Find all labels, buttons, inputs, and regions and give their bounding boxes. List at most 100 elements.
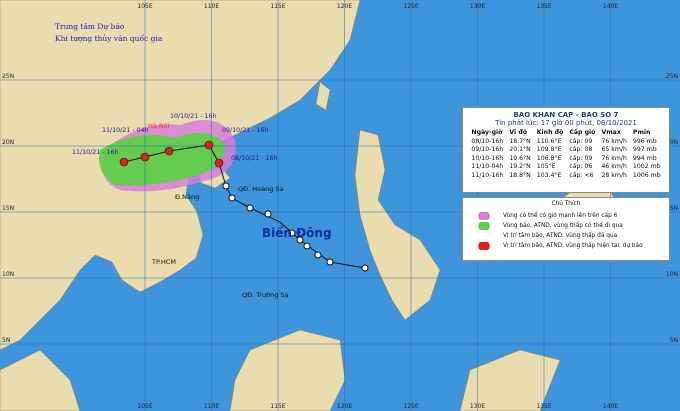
past-position <box>326 258 334 266</box>
lon-label: 140E <box>603 403 618 410</box>
lon-label: 115E <box>270 403 285 410</box>
legend-text: Vùng có thể có gió mạnh lên trên cấp 6 <box>503 213 618 219</box>
track-label: 08/10/21 - 16h <box>231 155 278 162</box>
table-cell: 20.1°N <box>509 146 531 153</box>
legend-text: Vị trí tâm bão, ATND, vùng thấp đã qua <box>503 233 618 239</box>
lon-label: 135E <box>536 3 551 10</box>
table-row: 09/10-16h 20.1°N 109.8°E cấp: 08 65 km/h 997 … <box>468 146 663 155</box>
table-row: 08/10-16h 18.7°N 110.6°E cấp: 09 76 km/h 996 … <box>468 138 663 147</box>
lon-label: 120E <box>337 3 352 10</box>
table-cell: 109.8°E <box>536 146 562 153</box>
lat-label: 10N <box>666 271 678 278</box>
table-cell: 46 km/h <box>601 163 627 170</box>
table-cell: 76 km/h <box>601 137 627 145</box>
lat-label: 20N <box>2 139 14 146</box>
track-label: 10/10/21 - 16h <box>170 113 217 120</box>
table-cell: 10/10-16h <box>471 154 504 162</box>
place-label: Biển Đông <box>262 225 332 240</box>
lon-label: 125E <box>403 403 418 410</box>
table-cell: 65 km/h <box>601 146 627 153</box>
table-cell: 08/10-16h <box>471 137 504 145</box>
table-cell: 09/10-16h <box>471 146 504 153</box>
legend-swatch <box>471 222 497 230</box>
lon-label: 125E <box>403 3 418 10</box>
legend-swatch <box>471 212 497 220</box>
past-position <box>361 264 369 272</box>
table-cell: cấp: 08 <box>569 146 593 153</box>
bulletin: BAO KHAN CAP - BAO SO 7 Tin phát lúc: 17… <box>462 107 670 193</box>
lon-label: 135E <box>536 403 551 410</box>
table-cell: 11/10-16h <box>471 171 504 179</box>
legend-swatch <box>471 242 497 250</box>
column-header: Pmin <box>632 129 651 136</box>
table-cell: 997 mb <box>632 146 657 153</box>
lon-label: 120E <box>337 403 352 410</box>
lat-label: 20N <box>666 139 678 146</box>
past-position <box>222 182 230 190</box>
table-cell: 11/10-04h <box>471 163 504 170</box>
table-cell: cấp: <6 <box>569 171 594 179</box>
table-cell: 106.8°E <box>536 154 562 162</box>
column-header: Cấp gió <box>569 129 596 136</box>
legend-title: Chú Thích <box>551 201 581 207</box>
lat-label: 25N <box>2 73 14 80</box>
track-label: 11/10/21 - 16h <box>72 149 119 156</box>
table-cell: 105°E <box>536 163 556 170</box>
column-header: Ngày-giờ <box>471 129 503 136</box>
forecast-position <box>119 157 129 167</box>
forecast-position <box>204 140 214 150</box>
table-cell: 18.8°N <box>509 171 531 179</box>
past-position <box>296 236 304 244</box>
lon-label: 105E <box>137 3 152 10</box>
table-cell: 996 mb <box>632 137 657 145</box>
forecast-position <box>164 146 174 156</box>
table-cell: 19.2°N <box>509 163 531 170</box>
place-label: Đ.Nẵng <box>175 192 199 201</box>
lon-label: 110E <box>204 3 219 10</box>
legend-item: Vị trí tâm bão, ATND, vùng thấp đã qua <box>463 231 669 241</box>
table-cell: 103.4°E <box>536 171 562 179</box>
lat-label: 5N <box>670 337 678 344</box>
table-cell: 110.6°E <box>536 137 562 145</box>
legend-swatch <box>471 232 497 240</box>
lat-label: 15N <box>666 205 678 212</box>
lon-label: 110E <box>204 403 219 410</box>
track-label: 09/10/21 - 16h <box>222 127 269 134</box>
legend-text: Vùng bão, ATND, vùng thấp có thể đi qua <box>503 223 623 229</box>
past-position <box>314 251 322 259</box>
past-position <box>228 194 236 202</box>
lon-label: 105E <box>137 403 152 410</box>
place-label: TP.HCM <box>151 258 176 266</box>
table-cell: cấp: 09 <box>569 137 593 145</box>
legend-item: Vị trí tâm bão, ATND, vùng thấp hiện tại… <box>463 241 669 251</box>
table-cell: 1006 mb <box>632 171 661 179</box>
past-position <box>264 210 272 218</box>
bulletin-title: BAO KHAN CAP - BAO SO 7 <box>513 111 619 119</box>
track-label: 11/10/21 - 04h <box>102 127 149 134</box>
table-cell: cấp: 09 <box>569 154 593 162</box>
bulletin-table: Ngày-giờ Vĩ độ Kinh độ Cấp gió Vmax Pmin 08/10… <box>468 129 663 180</box>
org-name: Khí tượng thủy văn quốc gia <box>55 34 163 43</box>
past-position <box>303 242 311 250</box>
place-label: Hà Nội <box>148 122 170 130</box>
place-label: QĐ. Hoàng Sa <box>238 185 284 193</box>
past-position <box>246 204 254 212</box>
table-cell: 28 km/h <box>601 171 627 179</box>
table-row: 10/10-16h 19.6°N 106.8°E cấp: 09 76 km/h 994 … <box>468 155 663 164</box>
lon-label: 130E <box>470 403 485 410</box>
table-row: 11/10-04h 19.2°N 105°E cấp: 06 46 km/h 1002 m… <box>468 163 663 172</box>
column-header: Vmax <box>601 129 621 136</box>
table-row: 11/10-16h 18.8°N 103.4°E cấp: <6 28 km/h 1006… <box>468 172 663 181</box>
lat-label: 10N <box>2 271 14 278</box>
lat-label: 5N <box>2 337 10 344</box>
place-label: QĐ. Trường Sa <box>242 291 289 299</box>
lon-label: 140E <box>603 3 618 10</box>
column-header: Vĩ độ <box>509 129 528 136</box>
legend-item: Vùng có thể có gió mạnh lên trên cấp 6 <box>463 211 669 221</box>
lat-label: 15N <box>2 205 14 212</box>
org-name: Trung tâm Dự báo <box>55 22 125 31</box>
lon-label: 115E <box>270 3 285 10</box>
lon-label: 130E <box>470 3 485 10</box>
table-cell: 19.6°N <box>509 154 531 162</box>
